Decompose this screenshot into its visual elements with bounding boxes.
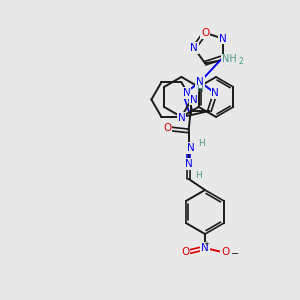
Text: N: N xyxy=(187,143,194,153)
Text: N: N xyxy=(190,43,198,53)
Text: N: N xyxy=(183,88,191,98)
Text: N: N xyxy=(201,243,209,253)
Text: 2: 2 xyxy=(238,57,243,66)
Text: O: O xyxy=(164,123,172,133)
Text: N: N xyxy=(219,34,227,44)
Text: O: O xyxy=(201,28,209,38)
Text: N: N xyxy=(185,159,193,169)
Text: O: O xyxy=(181,247,189,257)
Text: N: N xyxy=(190,94,197,104)
Text: N: N xyxy=(196,77,204,87)
Text: H: H xyxy=(199,140,205,148)
Text: N: N xyxy=(211,88,219,98)
Text: +: + xyxy=(203,241,209,247)
Text: NH: NH xyxy=(222,54,236,64)
Text: H: H xyxy=(196,171,202,180)
Text: N: N xyxy=(178,113,185,123)
Text: O: O xyxy=(221,247,229,257)
Text: H: H xyxy=(196,85,202,94)
Text: −: − xyxy=(231,249,239,259)
